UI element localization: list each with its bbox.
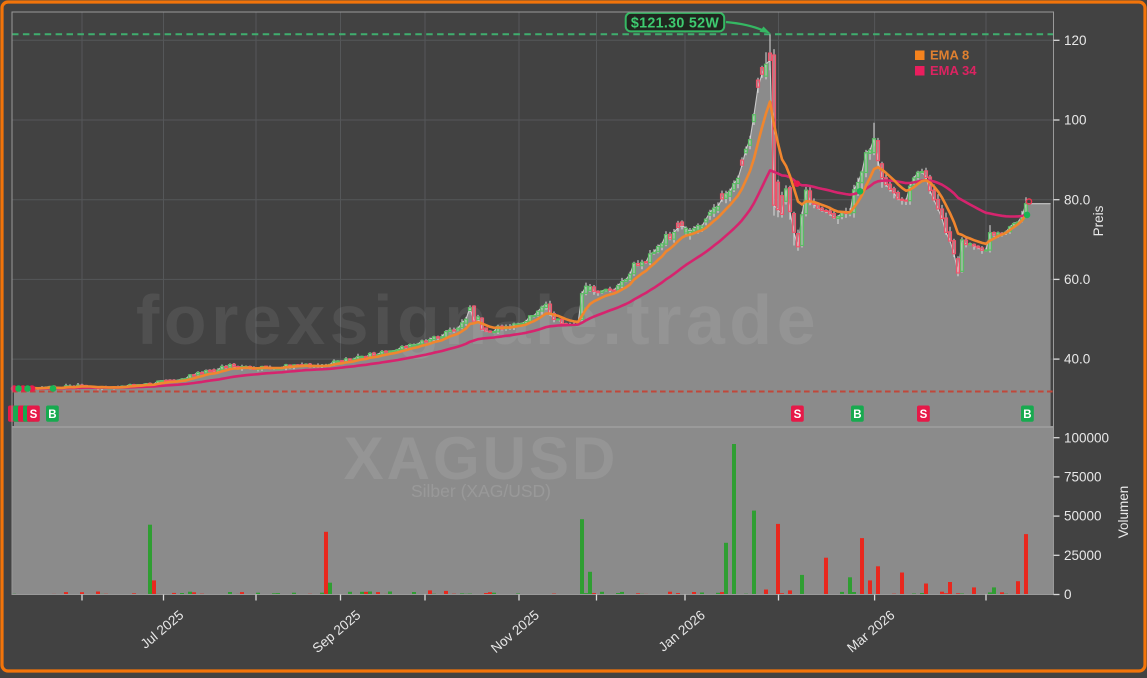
svg-text:Preis: Preis: [1091, 205, 1106, 236]
svg-text:S: S: [920, 409, 928, 421]
svg-text:40.0: 40.0: [1064, 352, 1090, 367]
svg-text:0: 0: [1064, 587, 1072, 602]
svg-text:120: 120: [1064, 33, 1087, 48]
svg-text:B: B: [48, 409, 56, 421]
svg-text:B: B: [1023, 409, 1031, 421]
svg-text:100000: 100000: [1064, 430, 1109, 445]
svg-text:Volumen: Volumen: [1116, 486, 1131, 539]
svg-text:100: 100: [1064, 113, 1087, 128]
svg-text:EMA 8: EMA 8: [930, 48, 969, 63]
svg-text:50000: 50000: [1064, 509, 1102, 524]
svg-text:60.0: 60.0: [1064, 272, 1090, 287]
svg-text:Silber (XAG/USD): Silber (XAG/USD): [411, 481, 551, 501]
svg-text:$121.30 52W: $121.30 52W: [631, 15, 720, 31]
svg-text:S: S: [794, 409, 802, 421]
svg-text:25000: 25000: [1064, 548, 1102, 563]
svg-text:XAGUSD: XAGUSD: [344, 425, 619, 492]
svg-text:B: B: [853, 409, 861, 421]
svg-text:75000: 75000: [1064, 470, 1102, 485]
svg-text:S: S: [30, 409, 38, 421]
svg-text:80.0: 80.0: [1064, 192, 1090, 207]
svg-text:EMA 34: EMA 34: [930, 63, 977, 78]
